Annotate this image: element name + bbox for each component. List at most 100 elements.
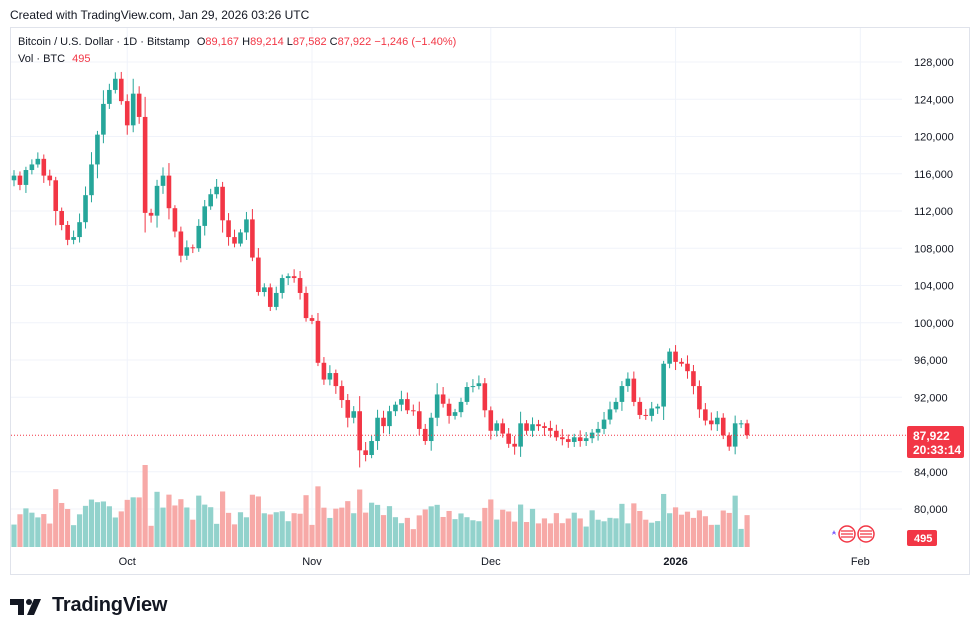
candle-body: [238, 232, 243, 244]
volume-bar: [744, 515, 750, 547]
candle-body: [464, 387, 470, 402]
candle-body: [667, 351, 672, 364]
candle-body: [71, 237, 76, 240]
volume-bar: [726, 512, 732, 547]
volume-bar: [214, 523, 220, 547]
volume-bar: [225, 512, 232, 547]
candle-body: [130, 93, 136, 126]
volume-bar: [583, 526, 589, 547]
candle-body: [160, 175, 166, 186]
candle-body: [202, 206, 208, 226]
volume-bar: [518, 504, 524, 547]
y-tick-label: 116,000: [914, 169, 953, 181]
volume-bar: [285, 521, 291, 547]
volume-bar: [82, 505, 89, 547]
volume-bar: [297, 513, 303, 547]
volume-bar: [643, 519, 649, 547]
volume-bar: [595, 519, 601, 547]
chart-panel[interactable]: [10, 27, 970, 575]
close-label: C: [329, 36, 338, 48]
volume-label[interactable]: Vol · BTC: [18, 53, 66, 65]
volume-bar: [529, 508, 536, 547]
candle-body: [369, 441, 374, 455]
grid-lines: [11, 28, 902, 548]
candle-body: [565, 439, 571, 442]
volume-bar: [291, 513, 297, 547]
candle-body: [226, 220, 231, 238]
volume-bar: [17, 514, 23, 547]
candle-body: [631, 378, 637, 402]
y-tick-label: 108,000: [914, 243, 954, 255]
volume-bar: [416, 515, 422, 547]
candle-body: [405, 399, 410, 411]
low-label: L: [286, 36, 293, 48]
volume-bar: [136, 497, 142, 547]
y-tick-label: 96,000: [914, 355, 948, 367]
volume-bar: [667, 513, 673, 547]
volume-bar: [661, 493, 667, 547]
volume-bar: [23, 508, 29, 547]
candle-body: [744, 423, 750, 436]
volume-bar: [607, 517, 613, 547]
volume-bar: [440, 516, 446, 547]
candle-body: [35, 158, 41, 165]
candle-body: [267, 287, 273, 307]
candle-body: [113, 78, 118, 90]
candle-body: [53, 180, 59, 211]
candle-body: [583, 438, 589, 442]
volume-bar: [202, 504, 208, 547]
candle-body: [571, 437, 577, 442]
y-tick-label: 104,000: [914, 281, 954, 293]
price-tag-countdown: 20:33:14: [913, 443, 961, 457]
volume-bar: [345, 501, 351, 547]
candle-body: [232, 237, 237, 244]
candle-body: [41, 158, 47, 176]
change-value: −1,246 (−1.40%): [374, 36, 457, 48]
volume-bar: [160, 507, 166, 547]
candle-body: [494, 423, 500, 431]
volume-bar: [154, 491, 160, 547]
volume-bar: [649, 522, 655, 547]
tradingview-logo-icon: [10, 598, 41, 615]
candle-body: [661, 363, 666, 407]
volume-bar: [88, 499, 95, 547]
candle-body: [703, 409, 708, 421]
volume-bar: [392, 517, 399, 547]
volume-bar: [708, 524, 714, 547]
candle-body: [83, 195, 88, 223]
candle-body: [625, 378, 631, 387]
volume-bar: [535, 523, 542, 547]
symbol-name[interactable]: Bitcoin / U.S. Dollar · 1D · Bitstamp: [18, 36, 190, 48]
candle-body: [17, 175, 23, 185]
volume-bar: [231, 524, 238, 547]
volume-bar: [309, 524, 315, 547]
candle-body: [732, 423, 738, 447]
candle-body: [673, 351, 678, 362]
volume-bar: [488, 499, 494, 547]
y-tick-label: 100,000: [914, 318, 954, 330]
candle-body: [500, 423, 506, 434]
candle-body: [297, 278, 303, 293]
footer-brand[interactable]: TradingView: [10, 594, 167, 617]
candle-body: [315, 320, 321, 363]
low-value: 87,582: [292, 36, 327, 48]
volume-bar: [279, 511, 285, 547]
candle-body: [47, 175, 53, 181]
candle-body: [351, 411, 357, 418]
candle-body: [363, 450, 368, 455]
candle-body: [452, 412, 458, 416]
candle-body: [333, 373, 339, 387]
candle-body: [536, 424, 541, 427]
volume-bar: [148, 525, 154, 547]
volume-bar: [124, 499, 130, 547]
volume-bar: [94, 502, 101, 547]
candle-body: [542, 426, 547, 428]
sparkle-icon: [832, 530, 836, 535]
candle-body: [327, 373, 333, 380]
price-tag-bg: [907, 426, 964, 458]
candle-body: [482, 383, 488, 411]
volume-bar: [267, 514, 273, 547]
volume-bar: [351, 513, 357, 547]
y-tick-label: 84,000: [914, 467, 948, 479]
